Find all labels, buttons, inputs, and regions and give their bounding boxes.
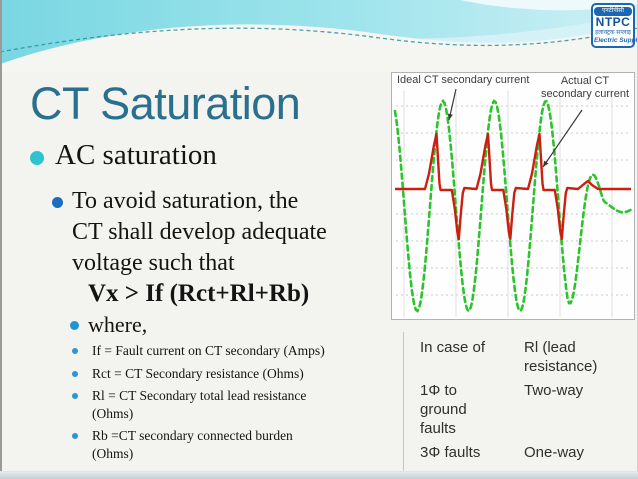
definitions-list: If = Fault current on CT secondary (Amps… <box>72 342 325 467</box>
bullet-text: AC saturation <box>55 139 217 171</box>
definition-text: Rct = CT Secondary resistance (Ohms) <box>92 365 304 381</box>
bullet-avoid-saturation: To avoid saturation, the CT shall develo… <box>52 186 327 279</box>
chart-annotation-actual: Actual CT secondary current <box>540 75 630 100</box>
ct-current-chart-plot <box>391 72 635 320</box>
bullet-icon <box>72 433 78 439</box>
logo-hindi-name: एनटीपीसी <box>594 7 632 16</box>
ntpc-logo: एनटीपीसी NTPC इलेक्ट्रिक सप्लाई Electric… <box>591 3 638 49</box>
bullet-icon <box>72 370 78 377</box>
definition-text: Rb =CT secondary connected burden (Ohms) <box>92 428 293 461</box>
logo-tagline: Electric Supply <box>594 36 638 44</box>
bullet-icon <box>70 321 79 330</box>
definition-text: If = Fault current on CT secondary (Amps… <box>92 343 325 358</box>
table-cell: Two-way <box>524 382 584 399</box>
bullet-text: where, <box>88 312 148 337</box>
bullet-icon <box>30 151 44 165</box>
bullet-ac-saturation: AC saturation <box>30 139 217 172</box>
banner-white-swoosh <box>0 24 638 72</box>
definition-item: Rct = CT Secondary resistance (Ohms) <box>72 365 325 383</box>
table-header-cell: In case of <box>420 339 486 356</box>
voltage-formula: Vx > If (Rct+Rl+Rb) <box>88 280 310 307</box>
bullet-where: where, <box>70 312 147 338</box>
ct-current-chart: Ideal CT secondary current Actual CT sec… <box>391 72 635 320</box>
table-cell: 1Φ to ground faults <box>420 382 467 437</box>
table-header-cell: Rl (lead resistance) <box>524 339 598 375</box>
slide-left-edge <box>0 0 2 479</box>
banner-teal-line <box>0 27 638 53</box>
table-cell: One-way <box>524 444 585 461</box>
logo-hindi-tagline: इलेक्ट्रिक सप्लाई <box>595 29 631 36</box>
bullet-icon <box>72 393 78 399</box>
definition-item: If = Fault current on CT secondary (Amps… <box>72 342 325 360</box>
definition-item: Rl = CT Secondary total lead resistance … <box>72 387 325 422</box>
definition-item: Rb =CT secondary connected burden (Ohms) <box>72 427 325 462</box>
slide-bottom-edge <box>0 471 638 479</box>
bullet-icon <box>72 348 78 354</box>
table-cell: 3Φ faults <box>420 444 481 461</box>
fault-table: In case of Rl (lead resistance) 1Φ to grou… <box>403 332 636 472</box>
chart-annotation-ideal: Ideal CT secondary current <box>397 74 530 86</box>
bullet-text: To avoid saturation, the CT shall develo… <box>72 188 327 276</box>
header-wave-banner <box>0 0 638 72</box>
definition-text: Rl = CT Secondary total lead resistance … <box>92 388 307 421</box>
page-title: CT Saturation <box>30 78 301 129</box>
bullet-icon <box>52 197 63 208</box>
logo-name: NTPC <box>595 14 631 29</box>
